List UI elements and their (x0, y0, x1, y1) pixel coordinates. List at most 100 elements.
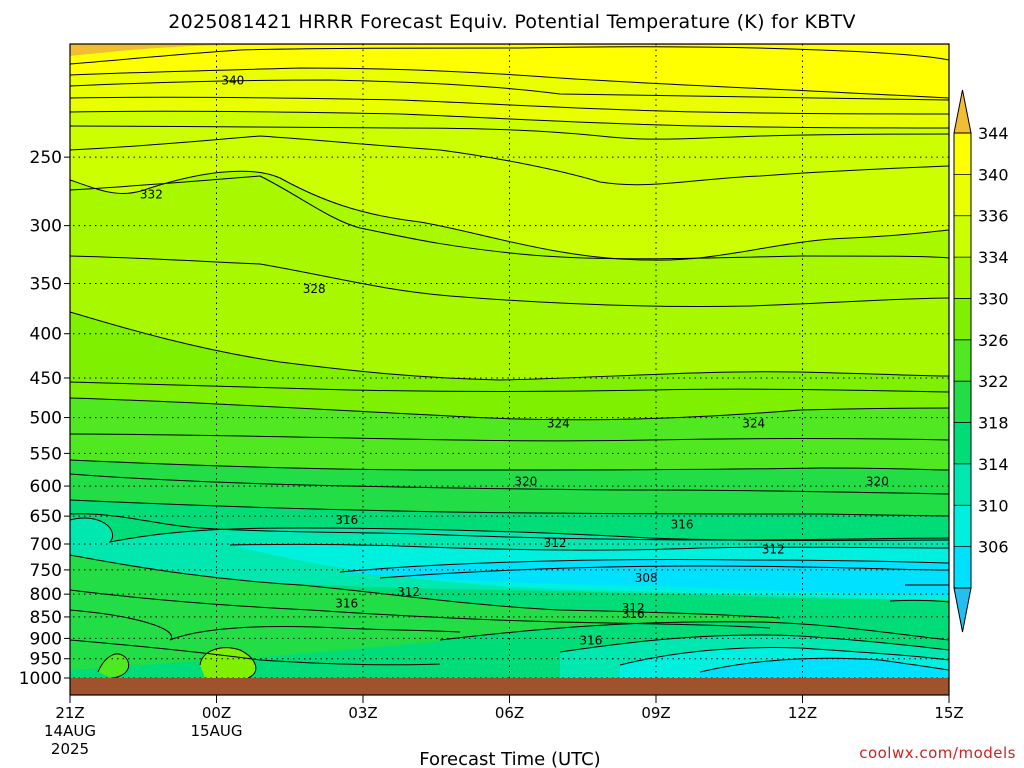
ground-strip (70, 678, 949, 695)
contour-low-3 (70, 609, 461, 641)
contour-312 (229, 543, 949, 551)
colorbar-label: 318 (978, 414, 1009, 433)
y-tick-label: 600 (30, 477, 62, 497)
x-tick-label: 06Z (495, 704, 524, 722)
y-tick-label: 800 (30, 585, 62, 605)
y-tick-label: 1000 (19, 669, 62, 689)
y-tick-label: 450 (30, 369, 62, 389)
colorbar-segment (954, 215, 971, 258)
colorbar-label: 334 (978, 248, 1009, 267)
contour-332 (70, 135, 949, 186)
y-tick-label: 750 (30, 561, 62, 581)
contour-320 (70, 473, 949, 495)
contour-label: 312 (397, 585, 420, 599)
colorbar-bottom-arrow (953, 587, 972, 633)
y-tick-label: 950 (30, 650, 62, 670)
contour-342 (70, 46, 949, 65)
y-tick-label: 250 (30, 148, 62, 168)
contour-label: 316 (579, 633, 602, 647)
contour-label: 316 (622, 607, 645, 621)
contour-label: 308 (635, 571, 658, 585)
contour-label: 316 (335, 513, 358, 527)
colorbar-label: 330 (978, 289, 1009, 308)
colorbar-label: 314 (978, 455, 1009, 474)
colorbar-label: 340 (978, 165, 1009, 184)
x-tick-year: 2025 (51, 740, 89, 758)
y-tick-label: 900 (30, 629, 62, 649)
credit-text: coolwx.com/models (859, 744, 1016, 762)
y-tick-label: 650 (30, 507, 62, 527)
colorbar-segment (954, 463, 971, 506)
colorbar-label: 306 (978, 538, 1009, 557)
contour-310 (339, 559, 949, 573)
band-318-low (70, 555, 780, 670)
contour-label: 316 (671, 518, 694, 532)
colorbar-segment (954, 298, 971, 340)
colorbar: 344 340 336 334 330 326 322 318 314 310 306 (953, 89, 1009, 633)
x-tick-date: 15AUG (191, 722, 243, 740)
y-tick-label: 400 (30, 325, 62, 345)
x-tick-label: 03Z (348, 704, 377, 722)
contour-338 (70, 79, 949, 101)
contour-331 (70, 170, 949, 261)
colorbar-segment (954, 257, 971, 299)
contour-336 (70, 96, 949, 115)
contour-323 (70, 433, 949, 442)
contour-322 (70, 459, 949, 471)
contour-label: 312 (762, 542, 785, 556)
contour-label: 312 (544, 536, 567, 550)
contour-label: 332 (140, 187, 163, 201)
y-tick-label: 300 (30, 217, 62, 237)
contour-326 (70, 381, 949, 393)
contour-label: 324 (742, 417, 765, 431)
y-tick-label: 350 (30, 275, 62, 295)
contour-314 (70, 517, 949, 543)
colorbar-top-arrow (953, 89, 972, 134)
band-surface-blob-2 (200, 647, 256, 678)
colorbar-segment (954, 133, 971, 175)
contour-low-5 (559, 634, 949, 653)
contour-low-4 (439, 621, 949, 641)
contour-low-1 (70, 554, 781, 619)
contour-label: 320 (514, 475, 537, 489)
colorbar-segment (954, 339, 971, 382)
colorbar-segment (954, 174, 971, 216)
colorbar-segment (954, 381, 971, 423)
contour-label: 320 (866, 475, 889, 489)
y-gridlines (70, 44, 949, 678)
contour-label: 328 (303, 282, 326, 296)
colorbar-segment (954, 505, 971, 547)
contour-324 (70, 397, 949, 421)
contour-318 (70, 499, 949, 517)
contour-308 (379, 565, 949, 579)
x-tick-date: 14AUG (44, 722, 96, 740)
x-tick-label: 21Z (55, 704, 84, 722)
x-axis-label: Forecast Time (UTC) (419, 749, 600, 768)
colorbar-label: 326 (978, 331, 1009, 350)
contour-330 (70, 175, 949, 260)
contour-334 (70, 110, 949, 129)
contour-label: 312 (622, 601, 645, 615)
x-tick-label: 15Z (934, 704, 963, 722)
contour-label: 340 (221, 74, 244, 88)
band-lowest (700, 658, 949, 678)
contour-right-2 (889, 599, 949, 603)
colorbar-segment (954, 546, 971, 588)
contour-label: 344 (140, 33, 163, 47)
contour-327 (70, 311, 949, 381)
y-tick-label: 500 (30, 409, 62, 429)
contour-316 (70, 513, 949, 541)
contour-333 (70, 125, 949, 140)
y-tick-label: 550 (30, 444, 62, 464)
contour-low-8 (70, 639, 441, 666)
x-tick-label: 00Z (202, 704, 231, 722)
contour-328 (70, 255, 949, 308)
colorbar-label: 344 (978, 124, 1009, 143)
colorbar-label: 336 (978, 207, 1009, 226)
contour-label: 316 (335, 596, 358, 610)
band-below-306 (340, 559, 949, 595)
y-tick-label: 850 (30, 608, 62, 628)
